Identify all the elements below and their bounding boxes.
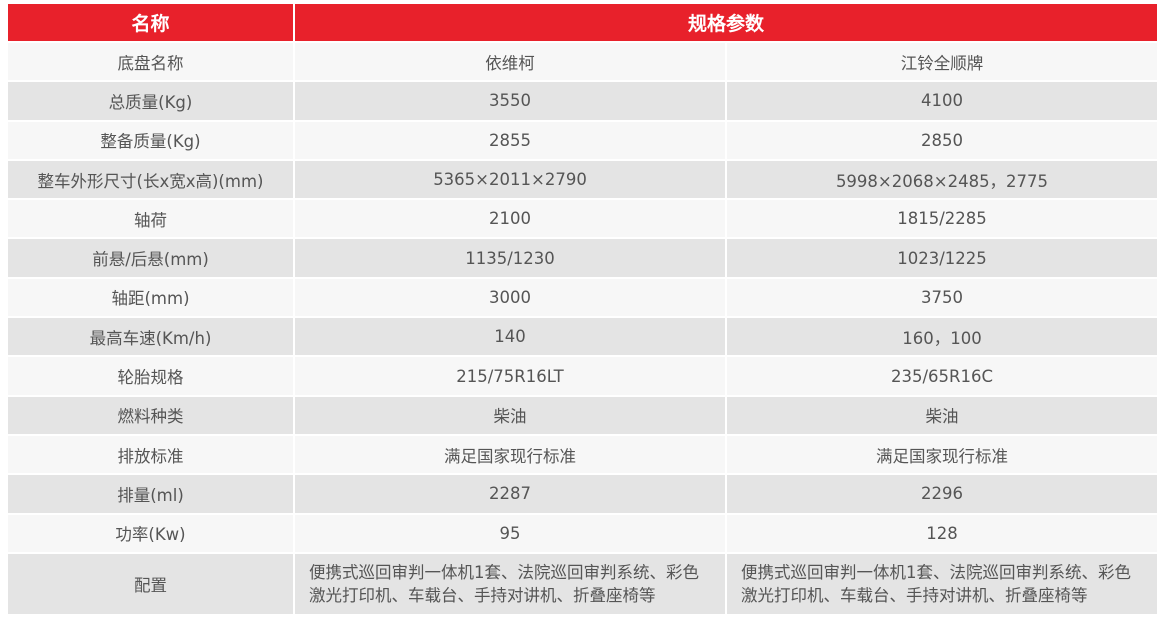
spec-value: 2100 xyxy=(295,200,725,238)
spec-value: 3750 xyxy=(727,278,1157,317)
spec-table: 名称 规格参数 底盘名称 依维柯 江铃全顺牌 总质量(Kg) 3550 4100 整备质量(… xyxy=(6,2,1159,616)
spec-value: 140 xyxy=(295,318,725,356)
table-row: 配置 便携式巡回审判一体机1套、法院巡回审判系统、彩色激光打印机、车载台、手持对讲… xyxy=(8,553,1157,614)
row-label: 整车外形尺寸(长x宽x高)(mm) xyxy=(8,160,293,199)
row-label: 最高车速(Km/h) xyxy=(8,318,293,356)
row-label: 排量(ml) xyxy=(8,475,293,513)
spec-value: 3550 xyxy=(295,82,725,120)
table-row: 总质量(Kg) 3550 4100 xyxy=(8,82,1157,120)
table-row: 最高车速(Km/h) 140 160，100 xyxy=(8,318,1157,356)
table-row: 轮胎规格 215/75R16LT 235/65R16C xyxy=(8,357,1157,395)
spec-value: 依维柯 xyxy=(295,43,725,81)
table-row: 整车外形尺寸(长x宽x高)(mm) 5365×2011×2790 5998×2068… xyxy=(8,160,1157,199)
spec-value: 1815/2285 xyxy=(727,200,1157,238)
row-label: 配置 xyxy=(8,553,293,614)
header-row: 名称 规格参数 xyxy=(8,4,1157,41)
spec-value: 柴油 xyxy=(727,396,1157,434)
spec-value: 1023/1225 xyxy=(727,239,1157,277)
spec-value: 5998×2068×2485，2775 xyxy=(727,160,1157,199)
spec-value: 2296 xyxy=(727,475,1157,513)
spec-value: 2850 xyxy=(727,121,1157,159)
table-row: 排放标准 满足国家现行标准 满足国家现行标准 xyxy=(8,435,1157,474)
row-label: 轴距(mm) xyxy=(8,278,293,317)
table-row: 排量(ml) 2287 2296 xyxy=(8,475,1157,513)
spec-value: 便携式巡回审判一体机1套、法院巡回审判系统、彩色激光打印机、车载台、手持对讲机、… xyxy=(295,553,725,614)
header-cell: 规格参数 xyxy=(295,4,1157,41)
spec-value: 3000 xyxy=(295,278,725,317)
spec-value: 4100 xyxy=(727,82,1157,120)
row-label: 总质量(Kg) xyxy=(8,82,293,120)
row-label: 燃料种类 xyxy=(8,396,293,434)
table-body: 底盘名称 依维柯 江铃全顺牌 总质量(Kg) 3550 4100 整备质量(Kg) 2855 2… xyxy=(8,43,1157,614)
spec-value: 便携式巡回审判一体机1套、法院巡回审判系统、彩色激光打印机、车载台、手持对讲机、… xyxy=(727,553,1157,614)
spec-value: 柴油 xyxy=(295,396,725,434)
spec-value: 235/65R16C xyxy=(727,357,1157,395)
spec-value: 满足国家现行标准 xyxy=(295,435,725,474)
table-row: 功率(Kw) 95 128 xyxy=(8,514,1157,552)
row-label: 前悬/后悬(mm) xyxy=(8,239,293,277)
spec-value: 2855 xyxy=(295,121,725,159)
spec-value: 1135/1230 xyxy=(295,239,725,277)
spec-value: 128 xyxy=(727,514,1157,552)
spec-value: 江铃全顺牌 xyxy=(727,43,1157,81)
row-label: 功率(Kw) xyxy=(8,514,293,552)
spec-value: 5365×2011×2790 xyxy=(295,160,725,199)
table-row: 整备质量(Kg) 2855 2850 xyxy=(8,121,1157,159)
spec-value: 160，100 xyxy=(727,318,1157,356)
table-row: 轴距(mm) 3000 3750 xyxy=(8,278,1157,317)
spec-value: 215/75R16LT xyxy=(295,357,725,395)
row-label: 整备质量(Kg) xyxy=(8,121,293,159)
spec-value: 满足国家现行标准 xyxy=(727,435,1157,474)
table-row: 前悬/后悬(mm) 1135/1230 1023/1225 xyxy=(8,239,1157,277)
row-label: 轴荷 xyxy=(8,200,293,238)
row-label: 轮胎规格 xyxy=(8,357,293,395)
table-row: 燃料种类 柴油 柴油 xyxy=(8,396,1157,434)
spec-value: 95 xyxy=(295,514,725,552)
spec-value: 2287 xyxy=(295,475,725,513)
table-row: 轴荷 2100 1815/2285 xyxy=(8,200,1157,238)
table-row: 底盘名称 依维柯 江铃全顺牌 xyxy=(8,43,1157,81)
header-cell: 名称 xyxy=(8,4,293,41)
row-label: 底盘名称 xyxy=(8,43,293,81)
row-label: 排放标准 xyxy=(8,435,293,474)
